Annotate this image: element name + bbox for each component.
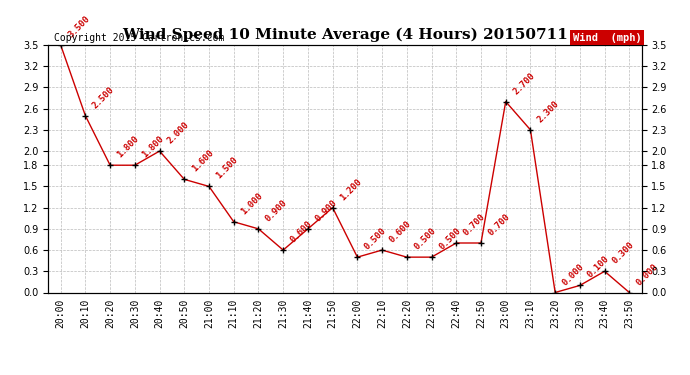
Text: Wind  (mph): Wind (mph) (573, 33, 642, 42)
Text: 1.500: 1.500 (215, 156, 240, 181)
Text: 2.300: 2.300 (536, 99, 562, 124)
Text: 0.700: 0.700 (486, 212, 512, 237)
Text: 0.500: 0.500 (363, 226, 388, 252)
Text: Copyright 2015 Cartronics.com: Copyright 2015 Cartronics.com (55, 33, 225, 42)
Text: 0.100: 0.100 (585, 255, 611, 280)
Text: 2.500: 2.500 (91, 85, 117, 110)
Text: 0.000: 0.000 (635, 262, 660, 287)
Text: 0.600: 0.600 (288, 219, 314, 245)
Text: 0.700: 0.700 (462, 212, 487, 237)
Text: 3.500: 3.500 (66, 14, 92, 39)
Text: 0.500: 0.500 (413, 226, 437, 252)
Text: 0.900: 0.900 (313, 198, 339, 223)
Text: 2.000: 2.000 (165, 120, 190, 146)
Title: Wind Speed 10 Minute Average (4 Hours) 20150711: Wind Speed 10 Minute Average (4 Hours) 2… (122, 28, 568, 42)
Text: 0.600: 0.600 (388, 219, 413, 245)
Text: 1.800: 1.800 (140, 134, 166, 160)
Text: 0.300: 0.300 (610, 240, 635, 266)
Text: 1.200: 1.200 (338, 177, 364, 202)
Text: 1.000: 1.000 (239, 191, 265, 216)
Text: 0.000: 0.000 (561, 262, 586, 287)
Text: 1.600: 1.600 (190, 148, 215, 174)
Text: 2.700: 2.700 (511, 70, 537, 96)
Text: 0.500: 0.500 (437, 226, 462, 252)
Text: 1.800: 1.800 (116, 134, 141, 160)
Text: 0.900: 0.900 (264, 198, 289, 223)
